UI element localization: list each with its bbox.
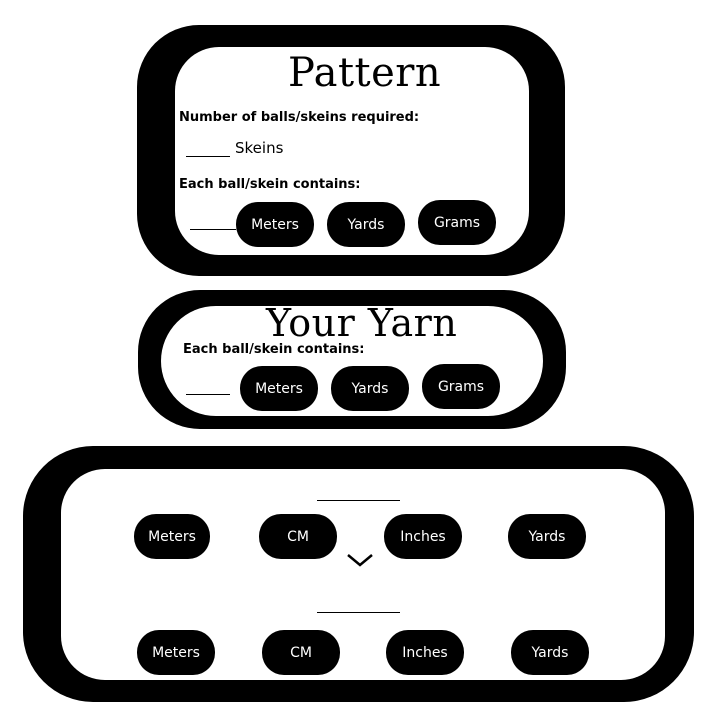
your-yarn-amount-field[interactable] bbox=[186, 394, 230, 395]
skeins-count-field[interactable] bbox=[186, 156, 230, 157]
chevron-down-icon bbox=[347, 554, 373, 567]
from-unit-inches-button[interactable]: Inches bbox=[384, 514, 462, 559]
balls-required-label: Number of balls/skeins required: bbox=[179, 110, 420, 125]
your-yarn-grams-button[interactable]: Grams bbox=[422, 364, 500, 409]
to-unit-inches-button[interactable]: Inches bbox=[386, 630, 464, 675]
to-unit-meters-button[interactable]: Meters bbox=[137, 630, 215, 675]
pattern-contains-label: Each ball/skein contains: bbox=[179, 177, 361, 192]
to-unit-yards-button[interactable]: Yards bbox=[511, 630, 589, 675]
your-yarn-contains-label: Each ball/skein contains: bbox=[183, 342, 365, 357]
convert-from-field[interactable] bbox=[317, 500, 400, 501]
your-yarn-meters-button[interactable]: Meters bbox=[240, 366, 318, 411]
to-unit-cm-button[interactable]: CM bbox=[262, 630, 340, 675]
pattern-grams-button[interactable]: Grams bbox=[418, 200, 496, 245]
from-unit-cm-button[interactable]: CM bbox=[259, 514, 337, 559]
pattern-meters-button[interactable]: Meters bbox=[236, 202, 314, 247]
pattern-amount-field[interactable] bbox=[190, 229, 236, 230]
pattern-title: Pattern bbox=[288, 50, 442, 96]
your-yarn-yards-button[interactable]: Yards bbox=[331, 366, 409, 411]
pattern-panel bbox=[137, 25, 565, 276]
skeins-unit-label: Skeins bbox=[235, 139, 284, 157]
converter-panel bbox=[23, 446, 694, 702]
convert-to-field[interactable] bbox=[317, 612, 400, 613]
pattern-yards-button[interactable]: Yards bbox=[327, 202, 405, 247]
your-yarn-title: Your Yarn bbox=[266, 301, 458, 345]
from-unit-yards-button[interactable]: Yards bbox=[508, 514, 586, 559]
from-unit-meters-button[interactable]: Meters bbox=[134, 514, 210, 559]
